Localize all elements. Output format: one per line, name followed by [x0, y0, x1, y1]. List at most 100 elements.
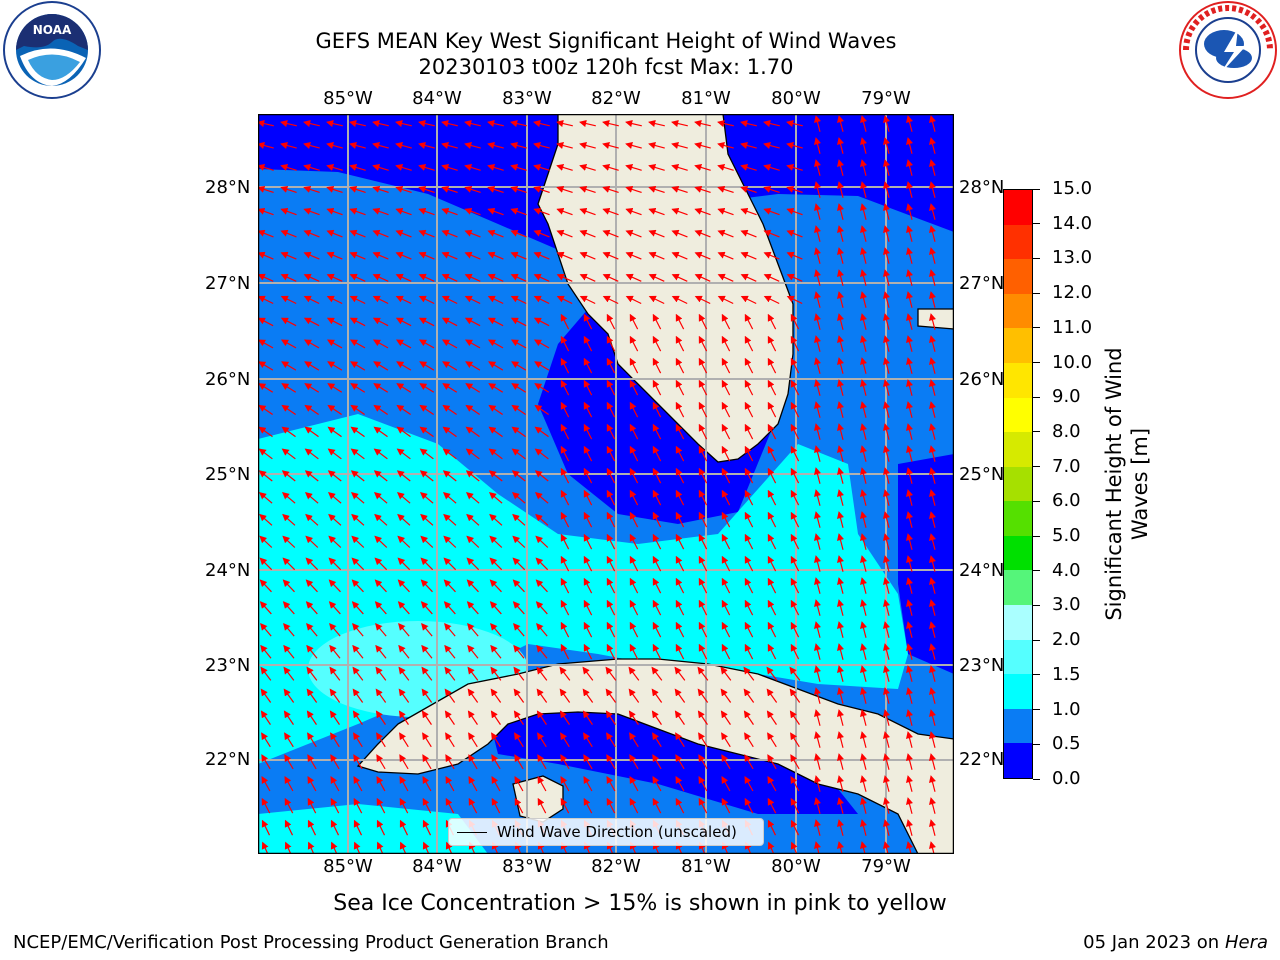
colorbar-tick-mark [1033, 257, 1040, 259]
wind-wave-arrow [790, 533, 800, 550]
left-lat-label: 27°N [205, 273, 251, 294]
wind-wave-arrow [721, 643, 731, 660]
wind-wave-arrow [648, 273, 665, 282]
wind-wave-arrow [487, 339, 504, 349]
wind-wave-arrow [814, 335, 821, 352]
wind-wave-arrow [837, 533, 844, 550]
wind-wave-arrow [837, 621, 844, 638]
wind-wave-arrow [721, 754, 731, 770]
wind-wave-arrow [652, 335, 662, 352]
wind-wave-arrow [487, 273, 504, 282]
wind-wave-arrow [329, 666, 341, 681]
wind-wave-arrow [373, 361, 389, 371]
wind-wave-arrow [675, 555, 685, 572]
wind-wave-arrow [767, 577, 777, 594]
wind-wave-arrow [397, 535, 411, 548]
wind-wave-arrow [445, 841, 453, 854]
wind-wave-arrow [602, 251, 619, 260]
wind-wave-arrow [740, 251, 757, 260]
wind-wave-arrow [906, 225, 913, 242]
wind-wave-arrow [629, 401, 639, 418]
wind-wave-arrow [698, 775, 708, 792]
wind-wave-arrow [790, 643, 800, 660]
wind-wave-arrow [556, 185, 573, 194]
top-lon-label: 83°W [502, 88, 552, 109]
wind-wave-arrow [533, 295, 550, 305]
wind-wave-arrow [605, 666, 617, 681]
wind-wave-arrow [374, 513, 388, 526]
wind-wave-arrow [767, 401, 777, 418]
colorbar-tick-label: 9.0 [1052, 386, 1081, 408]
wind-wave-arrow [489, 535, 503, 548]
footer-credit: NCEP/EMC/Verification Post Processing Pr… [13, 932, 609, 953]
wind-wave-arrow [304, 404, 319, 415]
wind-wave-arrow [282, 601, 295, 615]
wind-wave-arrow [929, 203, 936, 220]
wind-wave-arrow [443, 579, 456, 593]
wind-wave-arrow [535, 557, 549, 571]
colorbar-tick-mark [1033, 639, 1040, 641]
wind-wave-arrow [442, 492, 457, 504]
wind-wave-arrow [395, 229, 412, 238]
wind-wave-arrow [284, 775, 294, 792]
wind-wave-arrow [698, 379, 708, 396]
wind-wave-arrow [556, 120, 573, 128]
wind-wave-arrow [837, 423, 844, 440]
wind-wave-arrow [906, 335, 913, 352]
colorbar-tick-label: 1.5 [1052, 663, 1081, 685]
wind-wave-arrow [258, 163, 274, 171]
wind-wave-arrow [489, 579, 502, 593]
wind-wave-arrow [261, 841, 269, 854]
wind-wave-arrow [560, 379, 570, 396]
wind-wave-arrow [860, 687, 867, 704]
wind-wave-arrow [514, 797, 524, 814]
wind-wave-arrow [533, 207, 550, 216]
wind-wave-arrow [280, 163, 297, 171]
wind-wave-arrow [397, 601, 410, 615]
wind-wave-arrow [860, 775, 867, 792]
wind-wave-arrow [790, 819, 800, 836]
colorbar-tick-mark [1033, 431, 1040, 433]
wind-wave-arrow [441, 142, 458, 149]
wind-wave-arrow [837, 687, 844, 704]
wind-wave-arrow [602, 229, 619, 238]
wind-wave-arrow [422, 732, 432, 748]
wind-wave-arrow [717, 295, 734, 305]
wind-wave-arrow [510, 295, 527, 305]
wind-wave-arrow [579, 142, 596, 149]
wind-wave-arrow [860, 555, 867, 572]
wind-wave-arrow [606, 335, 616, 352]
wind-wave-arrow [283, 688, 295, 703]
wind-wave-arrow [837, 599, 844, 616]
wind-wave-arrow [860, 115, 867, 132]
wind-wave-arrow [327, 383, 343, 393]
wind-wave-arrow [534, 361, 550, 371]
wind-wave-arrow [652, 775, 662, 792]
wind-wave-arrow [837, 511, 844, 528]
wind-wave-arrow [303, 163, 320, 171]
wind-wave-arrow [860, 401, 867, 418]
wind-wave-arrow [560, 489, 570, 506]
wind-wave-arrow [422, 797, 432, 814]
bottom-lon-label: 85°W [323, 856, 373, 877]
wind-wave-arrow [837, 819, 844, 836]
wind-wave-arrow [814, 731, 821, 748]
wind-wave-arrow [837, 841, 844, 854]
wind-wave-arrow [441, 317, 458, 327]
wind-wave-arrow [767, 775, 777, 792]
wind-wave-arrow [535, 513, 549, 526]
wind-wave-arrow [330, 841, 338, 854]
wind-wave-arrow [625, 251, 642, 260]
colorbar-tick-label: 10.0 [1052, 351, 1093, 373]
wind-wave-arrow [837, 181, 844, 198]
wind-wave-arrow [814, 489, 821, 506]
wind-wave-arrow [814, 379, 821, 396]
wind-wave-arrow [512, 535, 526, 548]
wind-wave-arrow [694, 142, 711, 149]
wind-wave-arrow [441, 229, 458, 238]
colorbar-tick-mark [1033, 188, 1040, 190]
wind-wave-arrow [786, 295, 803, 305]
wind-wave-arrow [442, 448, 457, 460]
wind-wave-arrow [837, 335, 844, 352]
wind-wave-arrow [721, 577, 731, 594]
